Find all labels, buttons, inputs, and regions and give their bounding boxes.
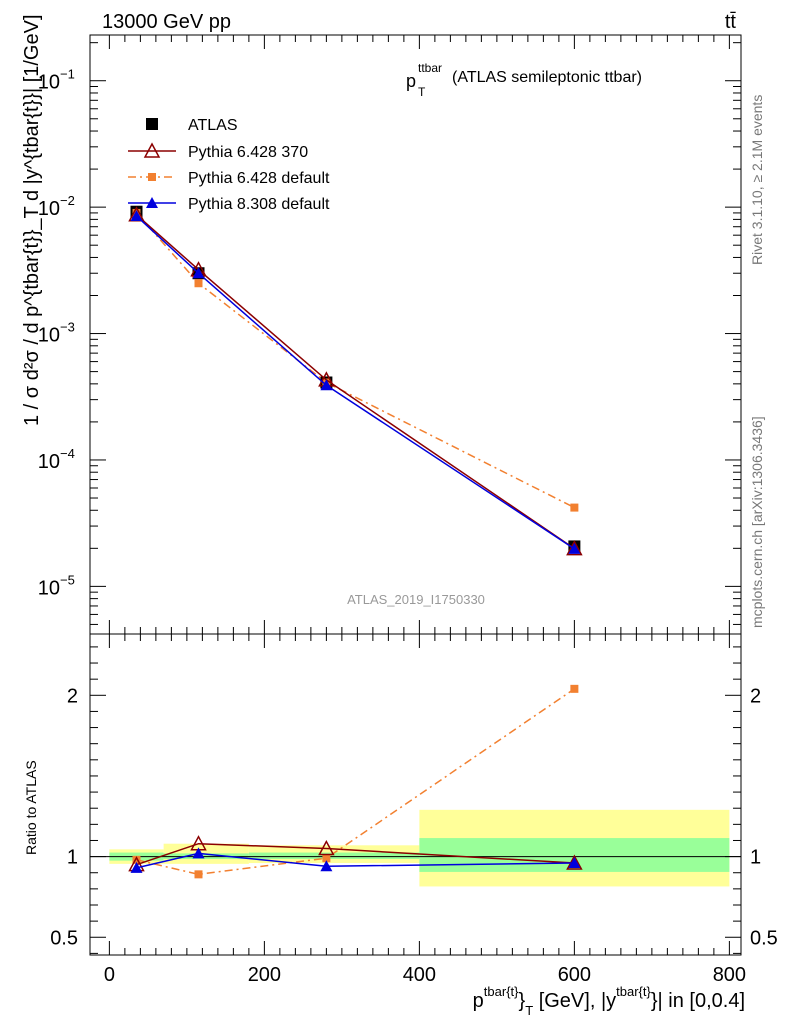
ratio-tick-label-left: 1: [67, 847, 78, 869]
series-3-ratio-line: [136, 852, 575, 869]
data-series: [128, 205, 583, 879]
series-3-main-point: [192, 267, 205, 279]
series-2-main-point: [194, 279, 203, 288]
series-2-ratio-line: [136, 688, 575, 876]
y-axis-label: 1 / σ d²σ / d p^{tbar{t}}_T d |y^{tbar{t…: [21, 14, 43, 426]
legend-marker-3: [146, 197, 158, 208]
ratio-band-inner-2: [248, 852, 420, 860]
x-axis-label-end: }| in [0,0.4]: [651, 990, 745, 1012]
x-axis-label-mid: [GeV], |y: [533, 990, 616, 1012]
ratio-tick-label-left: 0.5: [50, 927, 78, 949]
ratio-plot-frame: [89, 633, 742, 956]
y-tick-label-exp: −2: [60, 193, 75, 208]
process-label: tt̄: [725, 11, 737, 33]
chart-title-main: p: [406, 71, 416, 91]
series-1-ratio-line: [136, 842, 575, 866]
x-axis-label-sup1: tbar{t}: [484, 984, 519, 999]
series-2-main-point: [570, 503, 579, 512]
ratio-bands: [90, 809, 741, 887]
energy-label: 13000 GeV pp: [102, 11, 231, 33]
y-tick-label-base: 10: [38, 451, 60, 473]
ratio-tick-label-right: 1: [750, 847, 761, 869]
legend-label-2: Pythia 6.428 default: [188, 170, 330, 187]
series-2-main-line: [135, 212, 575, 509]
mcplots-label: mcplots.cern.ch [arXiv:1306.3436]: [749, 416, 765, 628]
x-axis-label-brace: }: [519, 990, 526, 1012]
series-3-ratio-point: [130, 861, 143, 873]
series-3-ratio-point: [192, 847, 205, 859]
x-axis-label-sub: T: [525, 1003, 533, 1018]
series-2-ratio-point: [194, 870, 203, 879]
x-tick-label: 0: [104, 964, 115, 986]
ratio-tick-label-right: 2: [750, 685, 761, 707]
legend-marker-1: [143, 142, 161, 158]
x-axis-label-p: p: [473, 990, 484, 1012]
chart-title-sub: T: [418, 85, 426, 99]
x-axis-label-sup2: tbar{t}: [616, 984, 651, 999]
legend: ATLAS Pythia 6.428 370 Pythia 6.428 defaul…: [128, 117, 330, 213]
series-3-main-point: [320, 379, 333, 391]
ratio-tick-label-left: 2: [67, 685, 78, 707]
ratio-tick-label-right: 0.5: [750, 927, 778, 949]
analysis-label: ATLAS_2019_I1750330: [347, 592, 485, 607]
x-tick-label: 400: [403, 964, 436, 986]
series-1-main-line: [136, 214, 575, 550]
series-2-ratio-point: [570, 684, 579, 693]
series-3-main-point: [130, 210, 143, 222]
series-2-ratio-point: [132, 855, 141, 864]
x-tick-label: 600: [558, 964, 591, 986]
y-tick-label-base: 10: [38, 72, 60, 94]
chart-title-rest: (ATLAS semileptonic ttbar): [452, 69, 642, 86]
legend-label-3: Pythia 8.308 default: [188, 196, 330, 213]
series-3-main-point: [568, 542, 581, 554]
y-tick-label-base: 10: [38, 577, 60, 599]
series-1-main-point: [566, 540, 583, 556]
x-axis-label: ptbar{t}}T [GeV], |ytbar{t}}| in [0,0.4]: [473, 984, 745, 1018]
plot-frames: [89, 34, 742, 956]
legend-marker-2: [148, 173, 156, 181]
y-tick-label-base: 10: [38, 325, 60, 347]
y-tick-label-exp: −4: [60, 446, 75, 461]
y-tick-label-exp: −1: [60, 67, 75, 82]
legend-label-1: Pythia 6.428 370: [188, 144, 308, 161]
series-3-main-line: [135, 215, 575, 550]
x-tick-label: 800: [713, 964, 746, 986]
y-tick-label-exp: −3: [60, 320, 75, 335]
chart-title-sup: ttbar: [418, 61, 442, 75]
x-tick-label: 200: [248, 964, 281, 986]
series-2-ratio-point: [322, 854, 331, 863]
series-3-ratio-point: [320, 860, 333, 872]
y-tick-label-base: 10: [38, 198, 60, 220]
legend-marker-0: [146, 118, 158, 130]
ratio-axis-label: Ratio to ATLAS: [23, 760, 39, 855]
rivet-label: Rivet 3.1.10, ≥ 2.1M events: [749, 95, 765, 265]
series-1-ratio-point: [318, 839, 335, 856]
y-tick-label-exp: −5: [60, 572, 75, 587]
legend-label-0: ATLAS: [188, 117, 238, 134]
